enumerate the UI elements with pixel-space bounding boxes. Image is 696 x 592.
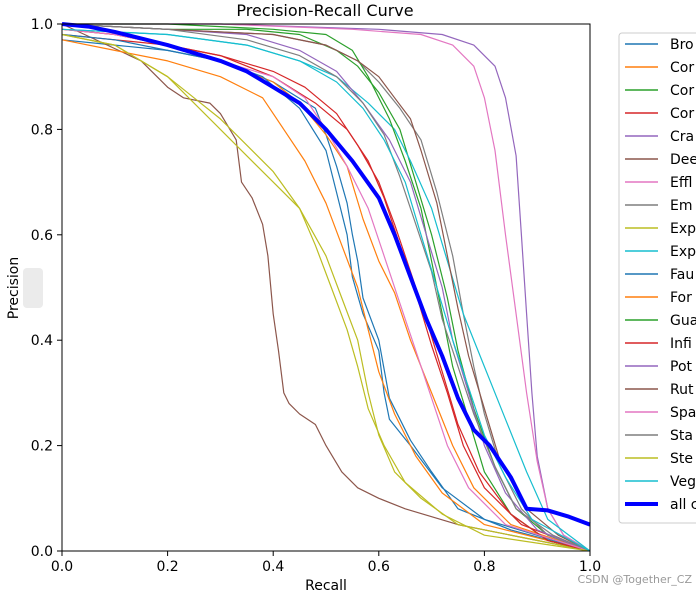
x-tick-label: 0.6	[368, 559, 390, 575]
series-line-all-20	[61, 22, 591, 527]
legend-label: Effl	[670, 175, 692, 191]
legend: Bro Cor Cor Cor Cra Dee Effl Em Exp Exp Fau For Gua I…	[618, 32, 696, 524]
series-line-infi-13	[61, 28, 591, 552]
series-line-ste-18	[61, 33, 591, 552]
legend-label: Spa	[670, 405, 696, 421]
legend-label: all c	[670, 497, 696, 513]
series-line-em-7	[61, 23, 591, 552]
legend-label: Cra	[670, 129, 694, 145]
series-line-sta-17	[61, 23, 591, 552]
series-line-pot-14	[61, 23, 591, 552]
y-tick-label: 0.0	[31, 544, 53, 560]
series-line-exp-9	[61, 28, 591, 552]
legend-label: Pot	[670, 359, 693, 375]
legend-label: Cor	[670, 106, 694, 122]
legend-label: Em	[670, 198, 692, 214]
legend-label: Exp	[670, 221, 696, 237]
y-axis-label: Precision	[6, 257, 22, 319]
series-layer	[61, 22, 591, 552]
legend-label: Gua	[670, 313, 696, 329]
series-line-spa-16	[61, 28, 591, 552]
legend-label: Cor	[670, 83, 694, 99]
series-line-cor-3	[61, 33, 591, 552]
x-tick-label: 0.2	[156, 559, 178, 575]
legend-label: Veg	[670, 474, 696, 490]
series-line-effl-6	[62, 23, 591, 552]
legend-label: Bro	[670, 37, 694, 53]
series-line-cor-1	[61, 28, 591, 552]
series-line-cra-4	[62, 23, 591, 552]
x-tick-label: 0.4	[262, 559, 284, 575]
watermark-text: CSDN @Together_CZ	[577, 573, 692, 586]
y-tick-label: 0.6	[31, 228, 53, 244]
x-tick-label: 1.0	[579, 559, 601, 575]
x-tick-label: 0.8	[473, 559, 495, 575]
legend-label: Dee	[670, 152, 696, 168]
chart-title: Precision-Recall Curve	[236, 1, 413, 20]
x-axis-ticks: 0.0 0.2 0.4 0.6 0.8 1.0	[51, 551, 601, 575]
series-line-rut-15	[61, 23, 591, 552]
series-line-exp-8	[61, 33, 591, 552]
series-line-cor-2	[61, 23, 591, 552]
series-line-veg-19	[61, 28, 591, 552]
legend-label: Fau	[670, 267, 694, 283]
y-label-highlight	[23, 268, 43, 308]
y-tick-label: 0.4	[31, 333, 53, 349]
y-tick-label: 1.0	[31, 17, 53, 33]
y-tick-label: 0.8	[31, 122, 53, 138]
x-axis-label: Recall	[305, 578, 347, 592]
legend-label: Cor	[670, 60, 694, 76]
legend-label: Ste	[670, 451, 693, 467]
series-line-for-11	[61, 39, 591, 552]
legend-frame	[618, 32, 696, 524]
plot-frame	[61, 23, 591, 552]
series-line-dee-5	[61, 23, 591, 552]
x-tick-label: 0.0	[51, 559, 73, 575]
y-axis-ticks: 0.0 0.2 0.4 0.6 0.8 1.0	[31, 17, 62, 560]
series-line-gua-12	[62, 23, 591, 552]
y-tick-label: 0.2	[31, 439, 53, 455]
legend-label: Infi	[670, 336, 692, 352]
legend-label: Sta	[670, 428, 693, 444]
legend-label: Rut	[670, 382, 694, 398]
legend-label: For	[670, 290, 692, 306]
legend-label: Exp	[670, 244, 696, 260]
